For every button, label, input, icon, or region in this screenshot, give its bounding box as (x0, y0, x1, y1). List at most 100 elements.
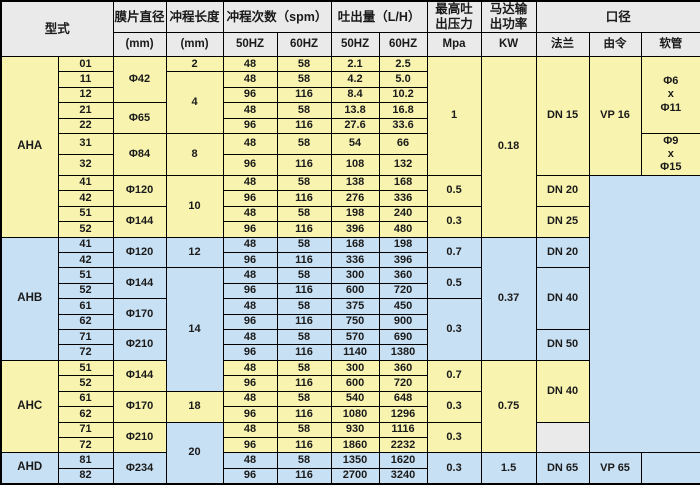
table-cell: 21 (57, 102, 114, 119)
table-cell: 116 (276, 221, 332, 238)
header-max-discharge-pressure: 最高吐 出压力 (426, 0, 482, 33)
table-cell: 0.3 (426, 205, 482, 238)
table-cell: 48 (222, 55, 278, 73)
table-cell: 71 (57, 421, 114, 439)
table-cell: 116 (276, 251, 332, 269)
table-cell: VP 65 (588, 452, 642, 485)
table-row: 62 96 116 1080 1296 (1, 406, 700, 423)
table-cell: 138 (330, 174, 380, 192)
table-row: 22 96 116 27.6 33.6 (1, 117, 700, 135)
table-cell: 32 (57, 153, 114, 176)
table-cell: 58 (276, 421, 332, 439)
table-row: 72 96 116 1860 2232 (1, 436, 700, 454)
table-cell: 61 (57, 298, 114, 315)
table-cell: 66 (378, 133, 428, 155)
header-discharge: 吐出量（L/H） (330, 0, 428, 33)
table-cell: 51 (57, 205, 114, 223)
table-cell: 116 (276, 153, 332, 176)
table-cell: 0.5 (426, 174, 482, 207)
table-cell: 22 (57, 117, 114, 135)
table-cell: 82 (57, 467, 114, 485)
table-cell: 300 (330, 359, 380, 377)
table-cell: 2.5 (378, 55, 428, 73)
table-row: 41 Φ120 10 48 58 138 168 0.5 DN 20 (1, 174, 700, 454)
model-group-ahb: AHB (0, 236, 59, 361)
table-cell: 58 (276, 452, 332, 469)
table-cell: 375 (330, 298, 380, 315)
table-cell: 2 (165, 55, 224, 73)
table-cell: 0.7 (426, 359, 482, 392)
table-cell: 96 (222, 313, 278, 331)
table-cell: Φ42 (112, 55, 167, 104)
header-lh-50hz: 50HZ (330, 32, 380, 57)
table-cell: 116 (276, 436, 332, 454)
table-cell: 58 (276, 71, 332, 88)
table-cell: 96 (222, 221, 278, 238)
table-row: 71 Φ210 48 58 570 690 DN 50 (1, 329, 700, 361)
table-cell: DN 25 (535, 205, 590, 238)
merged-empty-cell (588, 174, 700, 454)
table-cell: 2.1 (330, 55, 380, 73)
table-cell: 48 (222, 236, 278, 253)
table-row: 62 96 116 750 900 (1, 313, 700, 331)
table-cell: 48 (222, 359, 278, 377)
table-cell: 0.3 (426, 390, 482, 423)
table-cell: 116 (276, 86, 332, 104)
table-cell: 450 (378, 298, 428, 315)
table-cell: 58 (276, 55, 332, 73)
table-cell: 336 (330, 251, 380, 269)
header-hose: 软管 (640, 32, 700, 57)
table-cell: 198 (378, 236, 428, 253)
table-cell: 108 (330, 153, 380, 176)
table-cell: Φ120 (112, 174, 167, 207)
header-diameter: 口径 (535, 0, 700, 33)
table-cell: 48 (222, 421, 278, 439)
header-row: 型式 膜片直径 冲程长度 冲程次数（spm） 吐出量（L/H） 最高吐 出压力 马达输 出功… (0, 0, 700, 57)
table-cell: 1860 (330, 436, 380, 454)
spec-table-header: 型式 膜片直径 冲程长度 冲程次数（spm） 吐出量（L/H） 最高吐 出压力 马达输 出功… (0, 0, 700, 57)
table-cell: 1350 (330, 452, 380, 469)
header-model-type: 型式 (0, 0, 114, 57)
table-cell: 31 (57, 133, 114, 155)
table-cell: 168 (378, 174, 428, 192)
table-cell: 198 (330, 205, 380, 223)
header-lh-60hz: 60HZ (378, 32, 428, 57)
table-cell: 27.6 (330, 117, 380, 135)
table-cell: 116 (276, 344, 332, 361)
table-row: AHD 81 Φ234 48 58 1350 1620 0.3 1.5 DN 65 VP 65 (0, 452, 700, 485)
table-cell: 42 (57, 190, 114, 207)
table-cell: 0.3 (426, 421, 482, 454)
table-cell: 48 (222, 267, 278, 284)
table-cell: 48 (222, 205, 278, 223)
table-cell: Φ170 (112, 390, 167, 423)
table-cell: 8.4 (330, 86, 380, 104)
header-spm-50hz: 50HZ (222, 32, 278, 57)
table-cell: 168 (330, 236, 380, 253)
table-cell: 18 (165, 390, 224, 423)
table-cell: 5.0 (378, 71, 428, 88)
table-cell: 58 (276, 133, 332, 155)
table-row: 31 Φ84 8 48 58 54 66 Φ9 x Φ15 (1, 133, 700, 176)
header-motor-output-power: 马达输 出功率 (480, 0, 537, 33)
table-cell: Φ234 (112, 452, 167, 485)
table-cell: 96 (222, 375, 278, 392)
table-cell: 12 (165, 236, 224, 269)
table-cell: 276 (330, 190, 380, 207)
table-row: 52 96 116 396 480 (1, 221, 700, 238)
table-cell: 58 (276, 174, 332, 192)
table-cell: 20 (165, 421, 224, 485)
table-row: 61 Φ170 48 58 375 450 0.3 (1, 298, 700, 361)
table-cell: 0.18 (480, 56, 537, 238)
table-cell: 96 (222, 282, 278, 300)
table-cell: 3240 (378, 467, 428, 485)
table-cell: 2232 (378, 436, 428, 454)
table-cell: 720 (378, 375, 428, 392)
empty-hose-cell (640, 452, 700, 485)
table-cell: 480 (378, 221, 428, 238)
table-cell: 0.5 (426, 267, 482, 300)
table-cell: 8 (165, 133, 224, 176)
table-cell: 116 (276, 313, 332, 331)
table-cell: 10 (165, 174, 224, 238)
